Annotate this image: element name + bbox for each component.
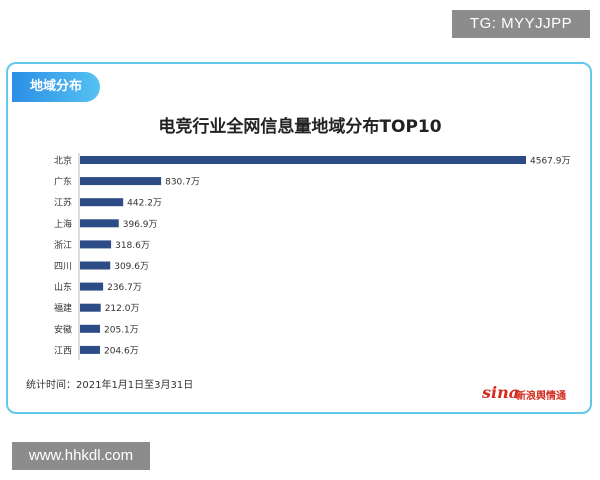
value-label: 4567.9万 xyxy=(530,157,571,167)
category-label: 北京 xyxy=(54,155,72,167)
chart-card xyxy=(6,62,592,414)
time-range-note: 统计时间：2021年1月1日至3月31日 xyxy=(26,380,194,391)
category-label: 江西 xyxy=(54,345,72,356)
category-label: 浙江 xyxy=(54,239,72,251)
bar xyxy=(80,240,112,249)
sina-logo-text: 新浪舆情通 xyxy=(516,391,566,402)
value-label: 212.0万 xyxy=(105,304,140,314)
value-label: 205.1万 xyxy=(104,325,139,335)
value-label: 442.2万 xyxy=(127,199,162,209)
category-label: 江苏 xyxy=(54,197,72,209)
bar xyxy=(80,324,101,333)
bar xyxy=(80,219,119,228)
value-label: 204.6万 xyxy=(104,346,139,356)
section-tag: 地域分布 xyxy=(12,72,100,102)
watermark-bottom: www.hhkdl.com xyxy=(12,442,150,470)
sina-logo-mark: sina xyxy=(482,383,520,402)
category-label: 四川 xyxy=(54,262,72,272)
category-label: 广东 xyxy=(54,176,72,188)
category-label: 山东 xyxy=(54,281,72,293)
value-label: 396.9万 xyxy=(123,220,158,230)
category-label: 安徽 xyxy=(54,323,72,335)
value-label: 830.7万 xyxy=(165,178,200,188)
chart-title: 电竞行业全网信息量地域分布TOP10 xyxy=(158,117,442,137)
bar xyxy=(80,261,111,270)
bar xyxy=(80,177,162,186)
bar xyxy=(80,345,100,354)
value-label: 236.7万 xyxy=(107,283,142,293)
value-label: 318.6万 xyxy=(115,241,150,251)
category-label: 上海 xyxy=(54,218,72,230)
bar xyxy=(80,156,526,164)
bar xyxy=(80,282,104,291)
value-label: 309.6万 xyxy=(114,262,149,272)
watermark-top: TG: MYYJJPP xyxy=(452,10,590,38)
sina-logo: sina 新浪舆情通 xyxy=(482,383,582,405)
bar xyxy=(80,303,101,312)
category-label: 福建 xyxy=(54,302,72,314)
bar xyxy=(80,198,124,207)
